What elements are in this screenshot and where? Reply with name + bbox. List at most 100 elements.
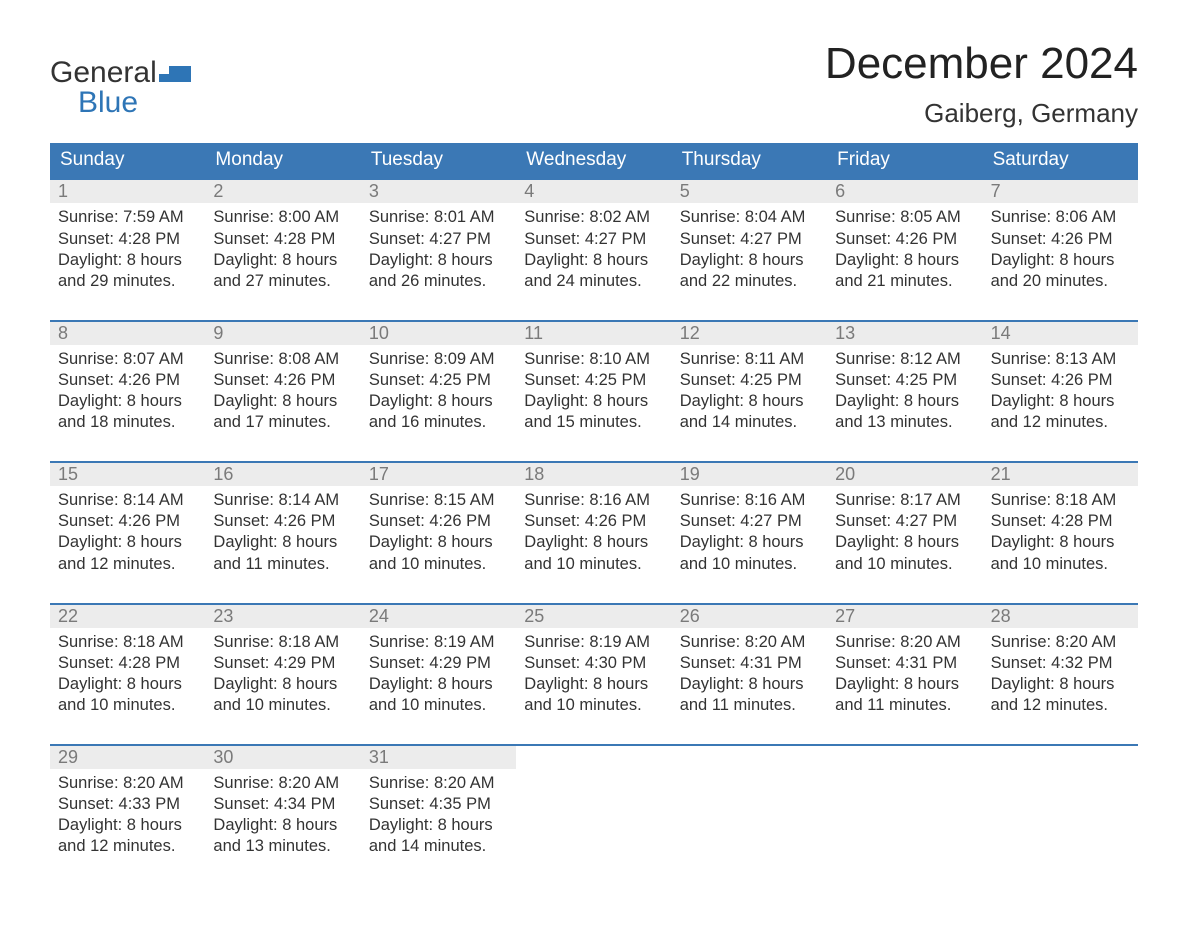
sunrise-line: Sunrise: 8:14 AM: [58, 490, 197, 511]
sunset-line: Sunset: 4:26 PM: [58, 370, 197, 391]
day-body: Sunrise: 7:59 AMSunset: 4:28 PMDaylight:…: [50, 203, 205, 291]
sunset-line: Sunset: 4:28 PM: [58, 653, 197, 674]
day-number: 20: [827, 463, 982, 486]
daylight-line-2: and 10 minutes.: [524, 695, 663, 716]
daylight-line-2: and 27 minutes.: [213, 271, 352, 292]
sunset-line: Sunset: 4:27 PM: [835, 511, 974, 532]
day-cell: 31Sunrise: 8:20 AMSunset: 4:35 PMDayligh…: [361, 746, 516, 885]
sunrise-line: Sunrise: 8:20 AM: [835, 632, 974, 653]
daylight-line-2: and 10 minutes.: [680, 554, 819, 575]
sunset-line: Sunset: 4:25 PM: [524, 370, 663, 391]
day-number: 3: [361, 180, 516, 203]
sunrise-line: Sunrise: 8:18 AM: [213, 632, 352, 653]
day-cell: 10Sunrise: 8:09 AMSunset: 4:25 PMDayligh…: [361, 322, 516, 461]
weekday-saturday: Saturday: [983, 143, 1138, 178]
daylight-line-2: and 14 minutes.: [680, 412, 819, 433]
title-block: December 2024 Gaiberg, Germany: [825, 40, 1138, 129]
day-cell: 6Sunrise: 8:05 AMSunset: 4:26 PMDaylight…: [827, 180, 982, 319]
flag-icon: [159, 58, 191, 88]
day-body: Sunrise: 8:20 AMSunset: 4:34 PMDaylight:…: [205, 769, 360, 857]
sunset-line: Sunset: 4:27 PM: [680, 511, 819, 532]
sunset-line: Sunset: 4:27 PM: [524, 229, 663, 250]
day-body: Sunrise: 8:20 AMSunset: 4:33 PMDaylight:…: [50, 769, 205, 857]
daylight-line-2: and 12 minutes.: [58, 836, 197, 857]
sunrise-line: Sunrise: 8:20 AM: [991, 632, 1130, 653]
day-number: 11: [516, 322, 671, 345]
sunset-line: Sunset: 4:26 PM: [991, 370, 1130, 391]
day-cell: 4Sunrise: 8:02 AMSunset: 4:27 PMDaylight…: [516, 180, 671, 319]
daylight-line-2: and 10 minutes.: [835, 554, 974, 575]
day-number: 28: [983, 605, 1138, 628]
weekday-friday: Friday: [827, 143, 982, 178]
daylight-line-1: Daylight: 8 hours: [835, 250, 974, 271]
sunset-line: Sunset: 4:29 PM: [369, 653, 508, 674]
daylight-line-1: Daylight: 8 hours: [369, 674, 508, 695]
sunset-line: Sunset: 4:34 PM: [213, 794, 352, 815]
sunset-line: Sunset: 4:26 PM: [991, 229, 1130, 250]
daylight-line-1: Daylight: 8 hours: [58, 815, 197, 836]
daylight-line-1: Daylight: 8 hours: [991, 250, 1130, 271]
day-cell: 30Sunrise: 8:20 AMSunset: 4:34 PMDayligh…: [205, 746, 360, 885]
daylight-line-2: and 12 minutes.: [58, 554, 197, 575]
daylight-line-1: Daylight: 8 hours: [524, 532, 663, 553]
sunrise-line: Sunrise: 8:20 AM: [213, 773, 352, 794]
daylight-line-2: and 12 minutes.: [991, 695, 1130, 716]
day-cell: 8Sunrise: 8:07 AMSunset: 4:26 PMDaylight…: [50, 322, 205, 461]
sunset-line: Sunset: 4:25 PM: [835, 370, 974, 391]
sunrise-line: Sunrise: 8:13 AM: [991, 349, 1130, 370]
day-cell: 9Sunrise: 8:08 AMSunset: 4:26 PMDaylight…: [205, 322, 360, 461]
daylight-line-2: and 20 minutes.: [991, 271, 1130, 292]
day-body: Sunrise: 8:15 AMSunset: 4:26 PMDaylight:…: [361, 486, 516, 574]
daylight-line-1: Daylight: 8 hours: [991, 532, 1130, 553]
daylight-line-2: and 22 minutes.: [680, 271, 819, 292]
sunrise-line: Sunrise: 8:02 AM: [524, 207, 663, 228]
day-body: Sunrise: 8:20 AMSunset: 4:35 PMDaylight:…: [361, 769, 516, 857]
day-number: 17: [361, 463, 516, 486]
sunset-line: Sunset: 4:25 PM: [369, 370, 508, 391]
week-row: 22 Sunrise: 8:18 AM Sunset: 4:28 PM Dayligh…: [50, 603, 1138, 744]
weekday-sunday: Sunday: [50, 143, 205, 178]
daylight-line-1: Daylight: 8 hours: [680, 532, 819, 553]
sunrise-line: Sunrise: 8:00 AM: [213, 207, 352, 228]
weekday-tuesday: Tuesday: [361, 143, 516, 178]
weekday-header-row: Sunday Monday Tuesday Wednesday Thursday…: [50, 143, 1138, 178]
daylight-line-2: and 10 minutes.: [991, 554, 1130, 575]
sunrise-line: Sunrise: 8:20 AM: [680, 632, 819, 653]
day-cell: 18Sunrise: 8:16 AMSunset: 4:26 PMDayligh…: [516, 463, 671, 602]
daylight-line-2: and 13 minutes.: [213, 836, 352, 857]
day-cell: 17Sunrise: 8:15 AMSunset: 4:26 PMDayligh…: [361, 463, 516, 602]
day-number: 30: [205, 746, 360, 769]
daylight-line-2: and 15 minutes.: [524, 412, 663, 433]
day-cell: 13Sunrise: 8:12 AMSunset: 4:25 PMDayligh…: [827, 322, 982, 461]
day-cell: 28Sunrise: 8:20 AMSunset: 4:32 PMDayligh…: [983, 605, 1138, 744]
day-number: 13: [827, 322, 982, 345]
sunrise-line: Sunrise: 8:20 AM: [369, 773, 508, 794]
week-row: 29Sunrise: 8:20 AMSunset: 4:33 PMDayligh…: [50, 744, 1138, 885]
weekday-thursday: Thursday: [672, 143, 827, 178]
day-number: 21: [983, 463, 1138, 486]
daylight-line-2: and 11 minutes.: [835, 695, 974, 716]
daylight-line-1: Daylight: 8 hours: [835, 391, 974, 412]
day-body: Sunrise: 8:14 AMSunset: 4:26 PMDaylight:…: [205, 486, 360, 574]
day-number: 12: [672, 322, 827, 345]
daylight-line-1: Daylight: 8 hours: [58, 391, 197, 412]
day-number: 25: [516, 605, 671, 628]
daylight-line-2: and 21 minutes.: [835, 271, 974, 292]
day-cell: 3Sunrise: 8:01 AMSunset: 4:27 PMDaylight…: [361, 180, 516, 319]
daylight-line-1: Daylight: 8 hours: [524, 674, 663, 695]
day-number: 19: [672, 463, 827, 486]
day-number: 22: [50, 605, 205, 628]
day-cell: 16Sunrise: 8:14 AMSunset: 4:26 PMDayligh…: [205, 463, 360, 602]
calendar-page: General Blue December 2024 Gaiberg, Germ…: [0, 0, 1188, 936]
day-number: 26: [672, 605, 827, 628]
logo-stack: General Blue: [50, 58, 191, 118]
day-cell: 20Sunrise: 8:17 AMSunset: 4:27 PMDayligh…: [827, 463, 982, 602]
day-body: Sunrise: 8:19 AMSunset: 4:29 PMDaylight:…: [361, 628, 516, 716]
sunset-line: Sunset: 4:28 PM: [213, 229, 352, 250]
day-cell: 24Sunrise: 8:19 AMSunset: 4:29 PMDayligh…: [361, 605, 516, 744]
day-body: Sunrise: 8:01 AMSunset: 4:27 PMDaylight:…: [361, 203, 516, 291]
day-number: 16: [205, 463, 360, 486]
day-number: 9: [205, 322, 360, 345]
daylight-line-1: Daylight: 8 hours: [58, 250, 197, 271]
sunset-line: Sunset: 4:26 PM: [835, 229, 974, 250]
